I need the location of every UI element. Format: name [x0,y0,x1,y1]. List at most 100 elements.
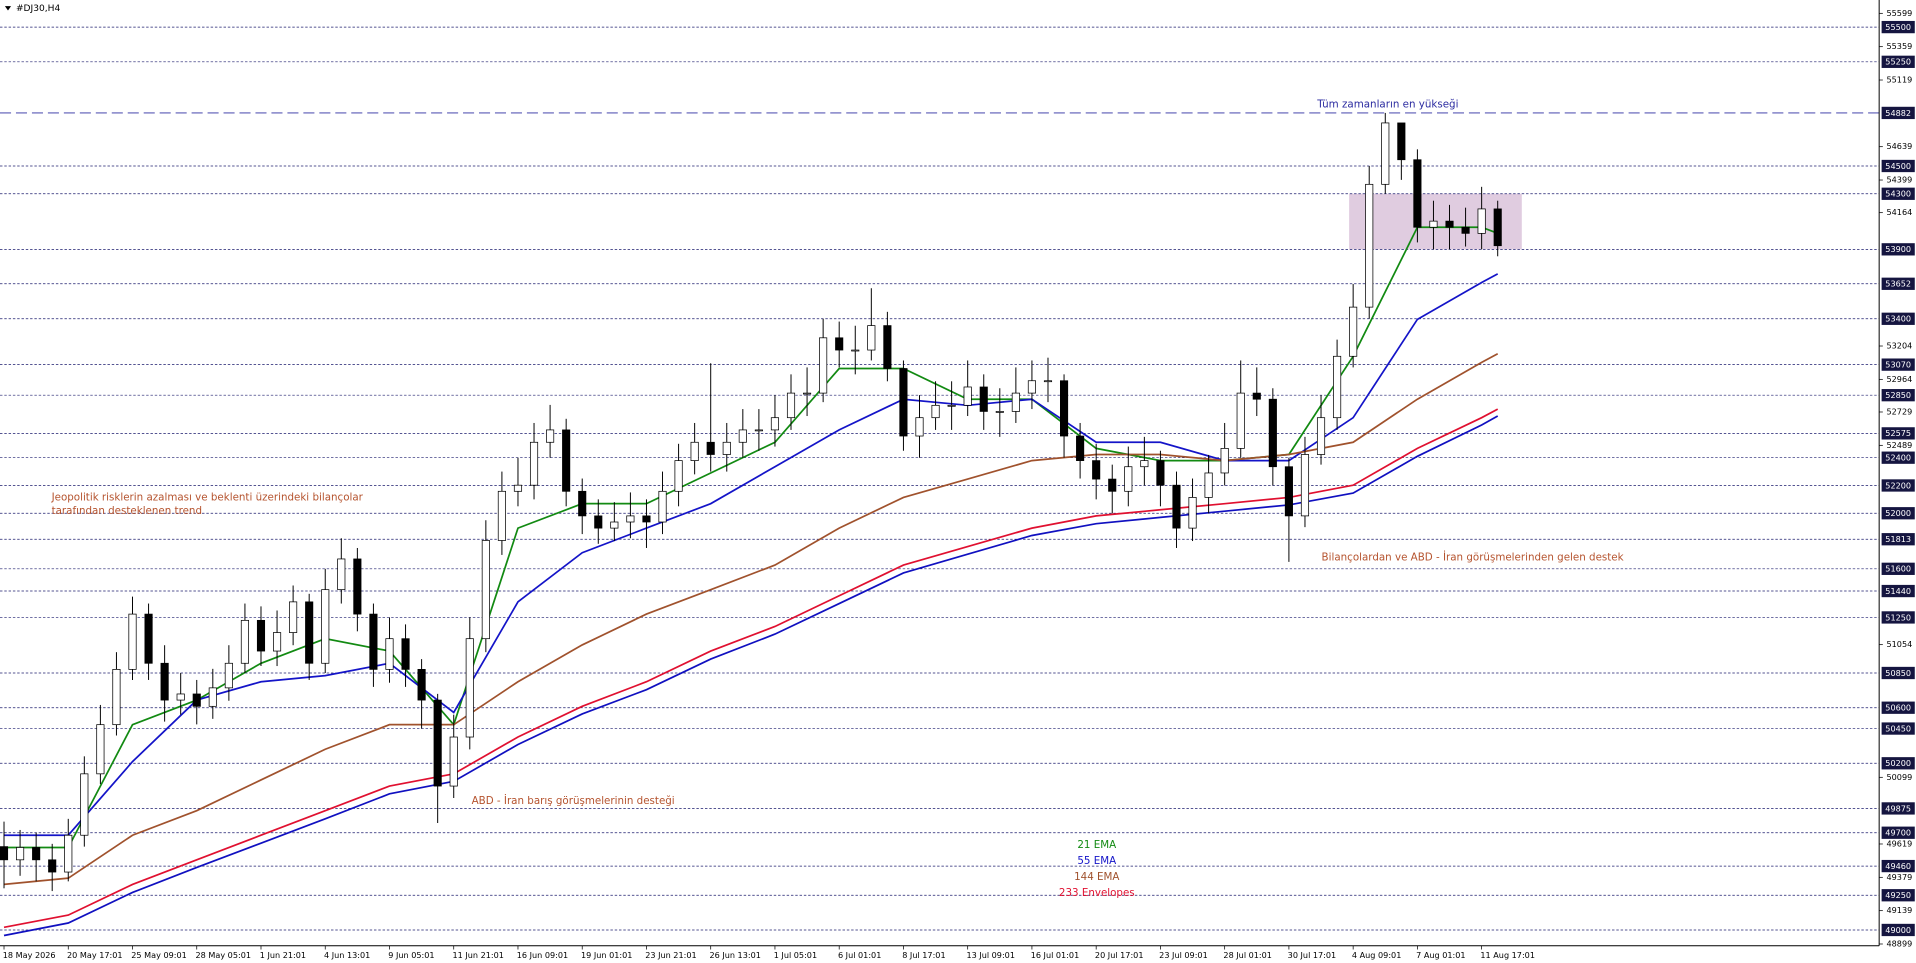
candle-body [899,368,908,437]
level-box [1881,312,1915,325]
candle-body [947,404,956,407]
candle-body [1011,392,1020,412]
candle-body [1300,454,1310,517]
level-box [1881,701,1915,714]
level-box [1881,427,1915,440]
y-tick-label: 49619 [1887,838,1913,848]
level-box [1881,757,1915,770]
candle-body [706,441,715,455]
candle-body [1076,435,1085,461]
candle-body [176,693,185,701]
level-label: 49875 [1885,803,1911,813]
menu-arrow[interactable] [4,6,12,11]
level-label: 52000 [1885,508,1911,518]
x-tick-label: 1 Jul 05:01 [774,950,817,960]
level-label: 49250 [1885,890,1911,900]
candle-body [915,417,924,437]
candle-body [819,337,828,394]
x-tick-label: 28 May 05:01 [196,950,252,960]
candle-body [1204,472,1213,498]
x-tick-label: 4 Aug 09:01 [1352,950,1401,960]
level-label: 50850 [1885,668,1911,678]
level-label: 52575 [1885,428,1911,438]
candle-body [48,859,57,873]
candle-body [851,349,860,352]
candle-body [1172,484,1181,529]
y-tick-label: 49379 [1887,872,1913,882]
candle-body [144,613,153,664]
x-tick-label: 26 Jun 13:01 [709,950,760,960]
level-box [1881,533,1915,546]
x-tick-label: 20 May 17:01 [67,950,123,960]
level-label: 55500 [1885,22,1911,32]
level-label: 52200 [1885,480,1911,490]
candle-body [321,589,330,664]
level-box [1881,584,1915,598]
level-label: 50200 [1885,758,1911,768]
candle-body [738,429,747,443]
level-label: 51600 [1885,564,1911,574]
candle-body [417,669,426,701]
level-label: 52850 [1885,390,1911,400]
level-box [1881,889,1915,902]
symbol-title: #DJ30,H4 [16,4,61,14]
y-tick-label: 53204 [1887,341,1913,351]
candle-body [1236,392,1245,449]
candle-body [722,441,731,455]
level-box [1881,451,1915,464]
candle-body [449,736,458,787]
candle-body [642,515,651,523]
level-box [1881,277,1915,290]
level-box [1881,358,1915,371]
x-tick-label: 1 Jun 21:01 [260,950,306,960]
level-box [1881,826,1915,839]
y-tick-label: 52729 [1887,406,1913,416]
y-tick-label: 52489 [1887,440,1913,450]
level-box [1881,666,1915,680]
candle-body [1365,183,1374,308]
candle-body [1156,460,1165,486]
candle-body [481,540,490,640]
level-box [1881,923,1915,937]
legend-entry: 55 EMA [1077,855,1116,867]
candle-body [1252,392,1261,400]
level-box [1881,20,1915,34]
x-tick-label: 9 Jun 05:01 [388,950,434,960]
y-tick-label: 54164 [1887,207,1913,217]
candle-body [1284,466,1293,517]
candle-body [208,687,217,707]
y-tick-label: 51054 [1887,639,1913,649]
level-box [1881,55,1915,68]
candle-body [754,429,763,432]
candle-body [594,515,603,529]
candle-body [401,638,410,670]
candle-body [1413,159,1422,228]
level-label: 53652 [1885,279,1911,289]
x-tick-label: 20 Jul 17:01 [1095,950,1144,960]
level-label: 54500 [1885,161,1911,171]
candle-body [513,484,523,492]
candle-body [995,411,1004,413]
ath-price-box [1881,106,1915,120]
level-label: 50450 [1885,723,1911,733]
candle-body [1333,355,1342,419]
level-box [1881,389,1915,402]
annotation: ABD - İran barış görüşmelerinin desteği [472,794,675,807]
candle-body [16,847,25,861]
candle-body [289,601,298,633]
candle-body [32,847,41,861]
x-tick-label: 18 May 2026 [3,950,56,960]
candle-body [1445,220,1454,228]
level-label: 49460 [1885,861,1911,871]
y-tick-label: 55599 [1887,8,1913,18]
level-box [1881,562,1915,575]
annotation: Bilançolardan ve ABD - İran görüşmelerin… [1322,551,1624,564]
y-tick-label: 52964 [1887,374,1913,384]
candle-body [96,724,105,775]
level-box [1881,159,1915,173]
level-box [1881,802,1915,815]
candle-body [273,632,282,652]
candle-body [160,662,169,701]
level-box [1881,859,1915,873]
x-tick-label: 11 Jun 21:01 [452,950,503,960]
